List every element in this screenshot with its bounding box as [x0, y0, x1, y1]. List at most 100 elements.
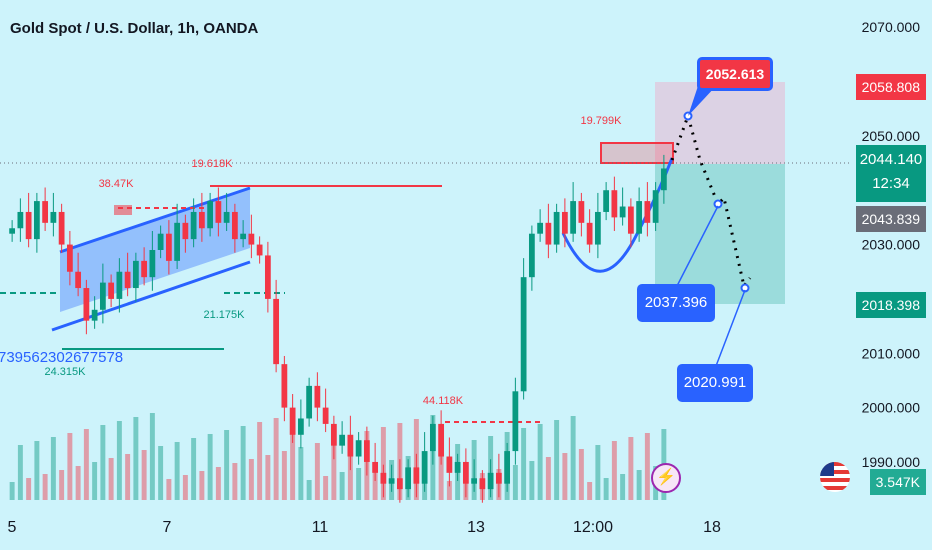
volume-bar [191, 438, 197, 500]
y-tick-label: 2010.000 [862, 345, 921, 361]
volume-bar [92, 462, 98, 500]
x-tick-label: 18 [703, 519, 721, 536]
volume-bar [83, 429, 89, 500]
candle-body [215, 201, 222, 223]
candle-body [297, 418, 304, 435]
volume-bar [42, 474, 48, 500]
candle-body [413, 467, 420, 484]
volume-bar [562, 453, 568, 500]
candle-body [141, 260, 148, 278]
candle-body [537, 222, 544, 234]
volume-bar [182, 475, 188, 500]
candle-body [512, 391, 519, 452]
projection-label-peak[interactable]: 2052.613 [697, 57, 773, 91]
candle-body [619, 206, 626, 218]
candle-body [149, 250, 156, 278]
volume-tag: 3.547K [869, 469, 926, 495]
volume-bar [644, 433, 650, 500]
volume-bar [331, 439, 337, 500]
candle-body [289, 407, 296, 435]
candle-body [306, 385, 313, 419]
candle-body [652, 190, 659, 223]
candle-body [446, 456, 453, 473]
candle-body [9, 228, 16, 234]
candle-body [545, 222, 552, 245]
volume-annotation: 19.799K [581, 115, 623, 127]
us-flag-icon[interactable] [820, 462, 850, 492]
volume-bar [298, 447, 304, 500]
candle-body [520, 277, 527, 392]
candle-body [355, 440, 362, 457]
candle-body [132, 260, 139, 289]
candle-body [462, 461, 469, 484]
volume-bar [587, 482, 593, 500]
candle-body [256, 244, 263, 256]
candle-body [570, 201, 577, 234]
projection-label-low[interactable]: 2020.991 [677, 364, 753, 402]
candle-body [91, 309, 98, 321]
candle-body [405, 467, 412, 490]
volume-bar [372, 464, 378, 500]
volume-bar [232, 463, 238, 500]
candle-body [487, 472, 494, 490]
volume-bar [273, 418, 279, 500]
candle-body [504, 451, 511, 484]
volume-bar [224, 430, 230, 500]
volume-bar [207, 434, 213, 500]
volume-bar [380, 427, 386, 500]
volume-bar [265, 455, 271, 500]
volume-bar [34, 441, 40, 500]
volume-bar [50, 437, 56, 500]
target-zone-red [655, 82, 785, 164]
candle-body [124, 271, 131, 289]
target-zone-green [655, 164, 785, 304]
chart-annotations: 38.47K 19.618K 21.175K 24.315K 19.799K 44.118… [0, 115, 622, 407]
volume-bar [323, 476, 329, 500]
y-tick-label: 2000.000 [862, 400, 921, 416]
candle-body [99, 282, 106, 310]
lightning-icon[interactable]: ⚡ [651, 463, 681, 493]
candle-body [586, 222, 593, 245]
candle-body [495, 472, 502, 484]
x-tick-label: 12:00 [573, 519, 613, 536]
volume-bar [570, 416, 576, 500]
candle-body [611, 190, 618, 218]
volume-bar [108, 458, 114, 500]
candle-body [429, 423, 436, 452]
volume-bar [9, 482, 15, 500]
volume-bar [578, 449, 584, 500]
volume-bar [141, 450, 147, 500]
candle-body [561, 211, 568, 234]
volume-bar [628, 437, 634, 500]
price-tag-target-bottom: 2018.398 [855, 292, 926, 318]
candle-body [33, 201, 40, 240]
candle-body [273, 298, 280, 365]
candle-body [165, 233, 172, 261]
volume-bar [595, 445, 601, 500]
candle-body [17, 211, 24, 229]
candle-body [50, 211, 57, 223]
candle-body [479, 478, 486, 490]
volume-bar [446, 481, 452, 500]
candles [9, 154, 667, 503]
volume-bar [438, 448, 444, 500]
candle-body [339, 434, 346, 446]
projection-label-mid[interactable]: 2037.396 [637, 284, 715, 322]
volume-bar [100, 425, 106, 500]
volume-bar [75, 466, 81, 500]
volume-bar [339, 472, 345, 500]
y-tick-label: 2070.000 [862, 19, 921, 35]
volume-bar [199, 471, 205, 500]
candle-body [248, 233, 255, 245]
volume-bar [257, 422, 263, 500]
candle-body [603, 190, 610, 212]
volume-bar [158, 446, 164, 500]
candle-body [190, 211, 197, 240]
volume-bar [67, 433, 73, 500]
candle-body [264, 255, 271, 299]
volume-annotation: 21.175K [204, 309, 246, 321]
volume-bar [545, 457, 551, 500]
bar-countdown: 12:34 [872, 175, 910, 192]
candle-body [363, 440, 370, 462]
